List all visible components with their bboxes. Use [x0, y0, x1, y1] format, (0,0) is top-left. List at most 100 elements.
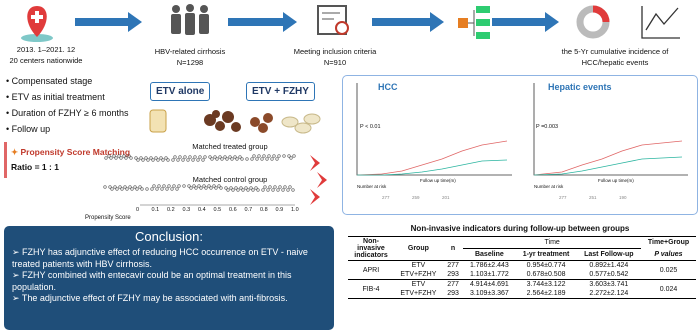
cell: 3.109±3.367 — [469, 290, 509, 297]
criterion-text: Duration of FZHY ≥ 6 months — [11, 108, 129, 118]
header-cell: n — [442, 236, 464, 261]
psm-dot — [250, 157, 254, 161]
psm-dot — [192, 184, 196, 188]
psm-dot — [120, 187, 124, 191]
conclusion-list: FZHY has adjunctive effect of reducing H… — [4, 247, 334, 305]
psm-dot — [164, 156, 168, 160]
psm-dot — [188, 155, 192, 159]
psm-dot — [283, 185, 287, 189]
psm-dot — [263, 185, 267, 189]
cell: 293 — [447, 271, 459, 278]
psm-dot — [149, 156, 153, 160]
cell: 1.103±1.772 — [469, 271, 509, 278]
cell: 0.024 — [641, 279, 696, 299]
psm-label: Matched treated group — [192, 142, 268, 151]
flow-text: N=1298 — [176, 58, 204, 67]
psm-dot — [255, 157, 259, 161]
psm-dot — [257, 154, 261, 158]
cell: ETV — [411, 281, 426, 288]
psm-dot — [215, 157, 219, 161]
psm-dot — [199, 186, 203, 190]
psm-dot — [117, 154, 121, 158]
cell: 277 — [447, 262, 459, 269]
cell: 0.954±0.774 — [526, 262, 566, 269]
psm-dot — [155, 187, 159, 191]
psm-dot — [110, 187, 114, 191]
flow-step: Meeting inclusion criteria N=910 — [280, 46, 390, 68]
svg-text:251: 251 — [589, 195, 597, 200]
psm-dot — [160, 187, 164, 191]
km-title: HCC — [378, 82, 398, 92]
psm-dot — [267, 154, 271, 158]
criterion-text: ETV as initial treatment — [11, 92, 105, 102]
herb-images — [149, 109, 321, 134]
psm-dot — [129, 156, 133, 160]
psm-dot — [239, 186, 243, 190]
cell: 3.603±3.741 — [589, 281, 629, 288]
psm-dot — [134, 156, 138, 160]
criterion: • Follow up — [6, 124, 51, 134]
flow-step: 2013. 1–2021. 12 20 centers nationwide — [0, 44, 92, 66]
psm-dot — [249, 186, 253, 190]
psm-dot — [170, 187, 174, 191]
flow-text: the 5-Yr cumulative incidence of — [561, 47, 669, 56]
psm-dot — [286, 188, 290, 192]
cell: APRI — [348, 260, 394, 280]
cell: 4.914±4.691 — [469, 281, 509, 288]
psm-dot — [114, 156, 118, 160]
psm-dot — [125, 187, 129, 191]
people-icon — [171, 4, 209, 35]
psm-dot — [209, 186, 213, 190]
psm-dot — [229, 186, 233, 190]
psm-dot — [208, 155, 212, 159]
km-p: P < 0.01 — [360, 124, 381, 130]
psm-tick: 1.0 — [291, 207, 299, 213]
conclusion-point: The adjunctive effect of FZHY may be ass… — [12, 293, 328, 305]
psm-dot — [171, 158, 175, 162]
svg-text:190: 190 — [619, 195, 627, 200]
svg-text:201: 201 — [442, 195, 450, 200]
psm-dot — [198, 155, 202, 159]
psm-dot — [165, 187, 169, 191]
psm-dot — [162, 184, 166, 188]
row: APRI ETV 277 1.786±2.443 0.954±0.774 0.892… — [348, 260, 696, 280]
group-box: ETV + FZHY — [246, 82, 315, 101]
psm-dot — [217, 184, 221, 188]
criteria-list: • Compensated stage • ETV as initial tre… — [6, 73, 128, 137]
psm-dot — [225, 157, 229, 161]
flow-text: N=910 — [323, 58, 347, 67]
psm-dot — [115, 187, 119, 191]
psm-dot — [292, 154, 296, 158]
psm-dot — [287, 154, 291, 158]
psm-dot — [197, 184, 201, 188]
psm-dot — [226, 188, 230, 192]
conclusion-point: FZHY combined with entecavir could be an… — [12, 270, 328, 293]
psm-dot — [154, 156, 158, 160]
km-curves: 277 259 201 277 251 190 — [356, 83, 688, 200]
km-p: P =0.003 — [536, 124, 559, 130]
psm-dot — [123, 185, 127, 189]
psm-tick: 0 — [136, 207, 140, 213]
psm-dot — [124, 156, 128, 160]
psm-dot — [288, 185, 292, 189]
psm-dot — [224, 186, 228, 190]
psm-dot — [119, 156, 123, 160]
psm-dot — [108, 185, 112, 189]
psm-dot — [130, 187, 134, 191]
header-cell: Last Follow-up — [584, 251, 634, 258]
psm-title-text: Propensity Score Matching — [20, 147, 131, 157]
header-cell: Time — [463, 236, 641, 249]
psm-tick: 0.8 — [260, 207, 268, 213]
search-icon — [317, 5, 349, 35]
conclusion-box: Conclusion: FZHY has adjunctive effect o… — [4, 226, 334, 330]
psm-dot — [191, 158, 195, 162]
header-cell: Group — [394, 236, 443, 261]
header-row: Baseline 1-yr treatment Last Follow-up P… — [348, 249, 696, 261]
psm-dot — [150, 187, 154, 191]
psm-dot — [241, 188, 245, 192]
cell: 2.272±2.124 — [589, 290, 629, 297]
psm-dot — [245, 157, 249, 161]
psm-tick: 0.4 — [198, 207, 206, 213]
psm-dot — [212, 184, 216, 188]
